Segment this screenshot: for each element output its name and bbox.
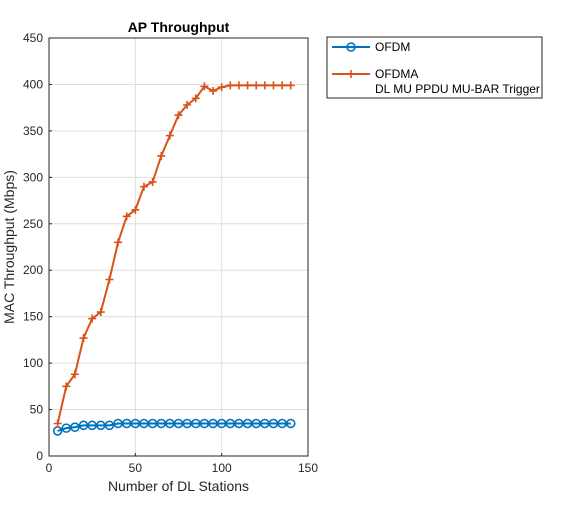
legend-label-ofdma: OFDMA	[375, 67, 418, 81]
data-point-ofdma	[260, 81, 269, 90]
data-point-ofdma	[183, 100, 192, 109]
axes-background	[49, 38, 308, 456]
data-point-ofdma	[53, 419, 62, 428]
y-tick-label: 250	[23, 217, 43, 231]
data-point-ofdma	[105, 275, 114, 284]
data-point-ofdma	[79, 334, 88, 343]
x-axis-label: Number of DL Stations	[108, 478, 249, 494]
plot-area: 0 50 100 150 0 50 100 150 200 250 300 350 400 450	[23, 31, 318, 475]
axes-box	[48, 37, 309, 457]
data-point-ofdma	[243, 81, 252, 90]
data-point-ofdma	[226, 81, 235, 90]
data-point-ofdma	[191, 94, 200, 103]
y-tick-label: 350	[23, 124, 43, 138]
data-point-ofdma	[200, 82, 209, 91]
data-point-ofdma	[96, 308, 105, 317]
data-point-ofdma	[209, 86, 218, 95]
data-point-ofdma	[88, 314, 97, 323]
y-axis-label: MAC Throughput (Mbps)	[1, 170, 17, 324]
data-point-ofdma	[174, 111, 183, 120]
x-tick-label: 0	[46, 461, 53, 475]
chart-title: AP Throughput	[128, 19, 230, 35]
data-point-ofdma	[217, 83, 226, 92]
series-layer	[52, 81, 296, 436]
y-tick-label: 100	[23, 356, 43, 370]
legend-label-ofdma-line2: DL MU PPDU MU-BAR Trigger	[375, 82, 540, 96]
y-tick-label: 400	[23, 77, 43, 91]
x-tick-label: 50	[129, 461, 143, 475]
legend-entry-ofdm: OFDM	[332, 40, 410, 54]
legend-label-ofdm: OFDM	[375, 40, 410, 54]
data-point-ofdma	[148, 177, 157, 186]
data-point-ofdma	[269, 81, 278, 90]
data-point-ofdm	[104, 420, 115, 431]
data-point-ofdma	[252, 81, 261, 90]
data-point-ofdma	[70, 370, 79, 379]
series-line-ofdma	[56, 84, 291, 424]
x-axis-ticks: 0 50 100 150	[46, 453, 318, 475]
data-point-ofdma	[286, 81, 295, 90]
data-point-ofdma	[114, 238, 123, 247]
legend: OFDM OFDMA DL MU PPDU MU-BAR Trigger	[326, 36, 543, 99]
y-tick-label: 150	[23, 310, 43, 324]
y-axis-ticks: 0 50 100 150 200 250 300 350 400 450	[23, 31, 52, 463]
legend-marker-plus-icon	[347, 70, 355, 78]
y-tick-label: 300	[23, 170, 43, 184]
legend-entry-ofdma: OFDMA DL MU PPDU MU-BAR Trigger	[332, 67, 540, 96]
data-point-ofdma	[278, 81, 287, 90]
data-point-ofdma	[122, 212, 131, 221]
y-tick-label: 50	[30, 403, 44, 417]
y-tick-label: 450	[23, 31, 43, 45]
data-point-ofdm	[285, 418, 296, 429]
x-tick-label: 100	[212, 461, 232, 475]
data-point-ofdm	[70, 422, 80, 433]
legend-marker-circle-icon	[346, 42, 356, 52]
data-point-ofdma	[131, 205, 140, 214]
data-point-ofdma	[165, 131, 174, 140]
data-point-ofdma	[234, 81, 243, 90]
data-point-ofdma	[62, 382, 71, 391]
data-point-ofdma	[157, 151, 166, 160]
x-tick-label: 150	[298, 461, 318, 475]
y-tick-label: 0	[36, 449, 43, 463]
data-point-ofdma	[139, 182, 148, 191]
y-tick-label: 200	[23, 263, 43, 277]
